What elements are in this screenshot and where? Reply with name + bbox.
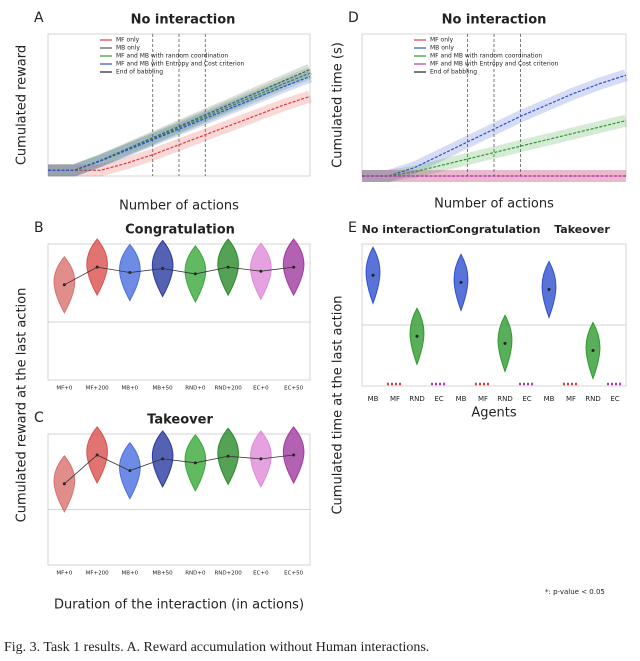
x-tick-label: RND [409, 395, 425, 403]
x-tick-label: EC+50 [284, 386, 303, 392]
legend-label: MB only [430, 45, 454, 52]
x-tick-label: EC [434, 395, 443, 403]
x-tick-label: RND+0 [185, 571, 206, 577]
panel-title: No interaction [131, 13, 236, 28]
x-tick-label: MF [566, 395, 576, 403]
legend-label: End of babbling [116, 69, 163, 76]
x-tick-label: RND+200 [214, 571, 242, 577]
panel-letter: C [34, 410, 44, 426]
x-axis-label: Duration of the interaction (in actions) [54, 598, 304, 613]
x-tick-label: MF [478, 395, 488, 403]
y-axis-label: Cumulated reward [15, 45, 30, 165]
legend-label: MB only [116, 45, 140, 52]
group-label: Takeover [554, 223, 610, 236]
x-tick-label: MF [390, 395, 400, 403]
series-band [48, 70, 313, 177]
x-tick-label: EC+0 [253, 386, 269, 392]
panel-title: No interaction [442, 13, 547, 28]
plot-area [361, 243, 627, 387]
legend-label: MF and MB with Entropy and Cost criterio… [116, 61, 245, 68]
median-connector [64, 454, 294, 485]
x-tick-label: MB+0 [122, 571, 139, 577]
x-tick-label: RND+200 [214, 386, 242, 392]
series-line [48, 68, 311, 171]
legend-label: MF only [116, 37, 140, 44]
plot-area [47, 243, 311, 381]
panel-letter: A [34, 10, 44, 26]
series-line [48, 72, 311, 171]
x-tick-label: RND+0 [185, 386, 206, 392]
series-line [362, 120, 627, 177]
x-tick-label: MF+200 [86, 571, 110, 577]
x-tick-label: EC+50 [284, 571, 303, 577]
x-tick-label: MB+50 [153, 386, 174, 392]
x-tick-label: MF+0 [56, 571, 73, 577]
panel-title: Congratulation [125, 223, 235, 238]
x-axis-label: Agents [471, 406, 516, 421]
panel-letter: B [34, 220, 44, 236]
plot-area [47, 433, 311, 566]
group-label: No interaction [362, 223, 451, 236]
panel-title: Takeover [147, 413, 213, 428]
panel-letter: D [348, 10, 359, 26]
x-tick-label: EC [522, 395, 531, 403]
x-tick-label: EC [610, 395, 619, 403]
legend-label: MF and MB with random coordination [116, 53, 228, 60]
panel-letter: E [348, 220, 357, 236]
median [547, 287, 551, 291]
median [459, 280, 463, 284]
legend-label: MF and MB with random coordination [430, 53, 542, 60]
x-axis-label: Number of actions [119, 199, 239, 214]
x-tick-label: RND [497, 395, 513, 403]
x-tick-label: MF+200 [86, 386, 110, 392]
y-axis-label: Cumulated time (s) [331, 42, 346, 168]
y-axis-label: Cumulated time at the last action [331, 295, 346, 514]
median-connector [64, 266, 294, 286]
legend-label: MF and MB with Entropy and Cost criterio… [430, 61, 559, 68]
legend-label: MF only [430, 37, 454, 44]
median [371, 273, 375, 277]
x-tick-label: MB [368, 395, 379, 403]
median [415, 334, 419, 338]
x-axis-label: Number of actions [434, 197, 554, 212]
series-line [362, 74, 627, 177]
x-tick-label: MB+50 [153, 571, 174, 577]
x-tick-label: MB+0 [122, 386, 139, 392]
median [591, 349, 595, 352]
group-label: Congratulation [448, 223, 541, 236]
legend-label: End of babbling [430, 69, 477, 76]
caption: Fig. 3. Task 1 results. A. Reward accumu… [4, 640, 429, 655]
x-tick-label: RND [585, 395, 601, 403]
x-tick-label: MF+0 [56, 386, 73, 392]
x-tick-label: EC+0 [253, 571, 269, 577]
series-line [48, 95, 311, 171]
y-axis-label: Cumulated reward at the last action [15, 288, 30, 523]
footnote: *: p-value < 0.05 [545, 588, 605, 596]
median [503, 341, 507, 345]
x-tick-label: MB [456, 395, 467, 403]
x-tick-label: MB [544, 395, 555, 403]
